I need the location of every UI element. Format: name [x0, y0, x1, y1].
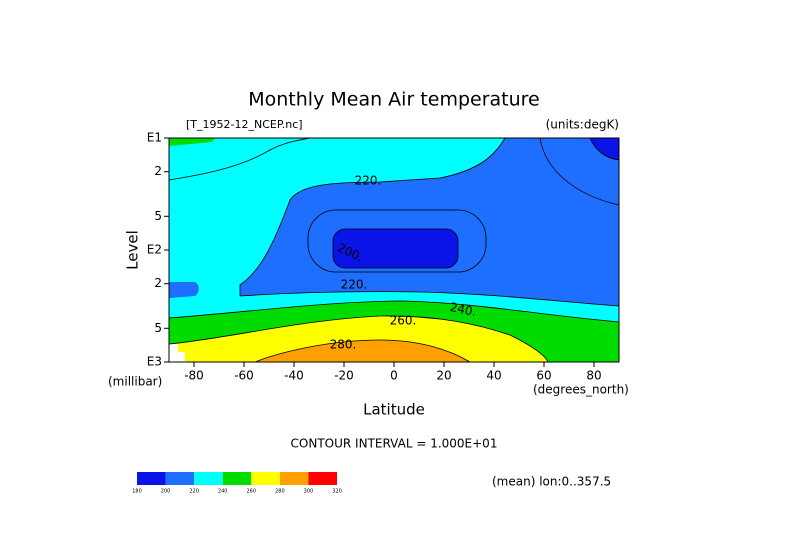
contour-interval: CONTOUR INTERVAL = 1.000E+01	[291, 437, 498, 451]
x-tick-label: 40	[486, 369, 501, 383]
y-axis-title: Level	[124, 230, 142, 270]
x-tick-label: 80	[586, 369, 601, 383]
colorbar-label: 260	[247, 489, 257, 495]
colorbar-label: 280	[275, 489, 285, 495]
colorbar-box	[222, 472, 252, 485]
contour-line	[254, 339, 471, 363]
contour-label: 220.	[341, 278, 368, 292]
colorbar-label: 200	[161, 489, 171, 495]
x-tick-label: -80	[184, 369, 204, 383]
contour-label: 260.	[390, 314, 417, 328]
contour-line	[239, 137, 506, 296]
y-units: (millibar)	[108, 375, 162, 389]
x-tick-label: 0	[390, 369, 398, 383]
x-tick-label: 20	[436, 369, 451, 383]
colorbar-label: 300	[304, 489, 314, 495]
fill-region	[255, 340, 470, 362]
y-tick-label: E1	[147, 131, 162, 145]
subtitle: [T_1952-12_NCEP.nc]	[186, 118, 303, 131]
fill-region	[169, 315, 548, 362]
contour-label: 220.	[355, 174, 382, 188]
y-tick-label: 2	[154, 276, 162, 290]
y-tick-label: E2	[147, 243, 162, 257]
y-tick-label: E3	[147, 355, 162, 369]
colorbar-box	[165, 472, 195, 485]
colorbar-label: 240	[218, 489, 228, 495]
x-units: (degrees_north)	[533, 383, 629, 397]
units: (units:degK)	[546, 118, 619, 132]
y-tick-label: 5	[154, 321, 162, 335]
fill-region	[590, 138, 619, 160]
colorbar-box	[194, 472, 223, 485]
colorbar-box	[251, 472, 280, 485]
chart-title: Monthly Mean Air temperature	[248, 89, 539, 111]
y-tick-label: 5	[154, 209, 162, 223]
x-tick-label: -40	[284, 369, 304, 383]
colorbar-label: 320	[332, 489, 342, 495]
contour-line	[168, 300, 620, 323]
colorbar-label: 220	[189, 489, 199, 495]
contour-line	[539, 137, 620, 206]
contour-label: 240.	[449, 300, 478, 319]
colorbar-box	[279, 472, 309, 485]
contour-line	[168, 137, 311, 181]
y-tick-label: 2	[154, 164, 162, 178]
x-tick-label: -20	[334, 369, 354, 383]
contour-lines	[168, 137, 620, 363]
note: (mean) lon:0..357.5	[492, 475, 611, 489]
x-axis-title: Latitude	[363, 401, 425, 419]
colorbar-box	[308, 472, 337, 485]
fill-region	[240, 138, 619, 306]
contour-fills	[169, 138, 619, 362]
missing-region	[169, 344, 185, 362]
fill-region	[169, 138, 215, 146]
contour-line	[307, 209, 487, 273]
colorbar-box	[137, 472, 166, 485]
contour-line	[589, 137, 620, 161]
fill-region	[333, 229, 458, 268]
contour-line	[332, 228, 459, 269]
x-tick-label: 60	[536, 369, 551, 383]
contour-line	[168, 315, 549, 363]
colorbar-label: 180	[132, 489, 142, 495]
colorbar: 180 200 220 240 260 280 300 320	[132, 472, 342, 495]
fill-region	[169, 282, 199, 298]
x-tick-label: -60	[234, 369, 254, 383]
axes: -80 -60 -40 -20 0 20 40 60 80 E1 2 5 E2 2 5 E3	[147, 131, 602, 383]
contour-label: 280.	[330, 338, 357, 352]
contour-line	[239, 291, 620, 307]
